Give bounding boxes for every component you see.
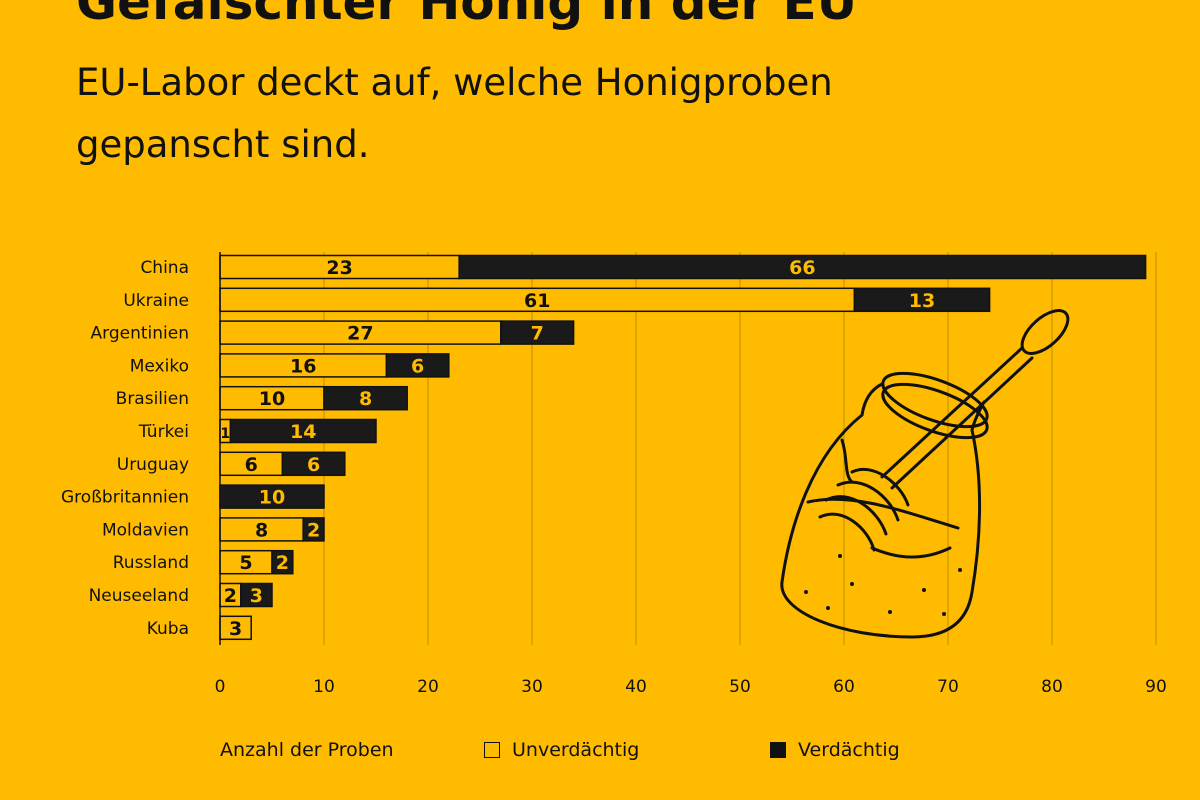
data-label-suspicious: 6 <box>307 454 320 476</box>
honey-jar-with-dipper-icon <box>780 309 1070 639</box>
data-label-unsuspicious: 8 <box>255 519 268 541</box>
category-label: Brasilien <box>116 389 189 409</box>
data-label-suspicious: 66 <box>789 257 815 279</box>
data-label-suspicious: 3 <box>250 585 263 607</box>
category-label: Großbritannien <box>61 488 189 508</box>
data-label-unsuspicious: 1 <box>220 426 230 442</box>
data-label-suspicious: 7 <box>531 323 544 345</box>
legend-item-unsuspicious: Unverdächtig <box>484 737 639 763</box>
bar-suspicious <box>229 418 377 444</box>
bar-suspicious <box>853 287 991 313</box>
x-tick-label: 10 <box>313 677 335 697</box>
data-label-unsuspicious: 3 <box>229 618 242 640</box>
category-label: China <box>140 258 189 278</box>
legend-label-unsuspicious: Unverdächtig <box>512 739 640 761</box>
x-tick-label: 50 <box>729 677 751 697</box>
category-label: Argentinien <box>91 324 189 344</box>
bar-suspicious <box>458 254 1147 280</box>
data-label-unsuspicious: 5 <box>239 552 252 574</box>
bar-suspicious <box>385 353 450 378</box>
category-label: Neuseeland <box>89 586 189 606</box>
category-label: Uruguay <box>117 455 189 475</box>
legend-swatch-suspicious <box>770 742 786 758</box>
data-label-unsuspicious: 27 <box>347 323 373 345</box>
x-tick-label: 20 <box>417 677 439 697</box>
chart-subtitle: EU-Labor deckt auf, welche Honigproben g… <box>76 61 833 166</box>
data-label-unsuspicious: 61 <box>524 290 550 312</box>
x-tick-label: 0 <box>215 677 226 697</box>
x-tick-label: 60 <box>833 677 855 697</box>
x-tick-label: 80 <box>1041 677 1063 697</box>
x-tick-label: 70 <box>937 677 959 697</box>
data-label-suspicious: 2 <box>276 552 289 574</box>
data-label-suspicious: 2 <box>307 519 320 541</box>
data-label-unsuspicious: 10 <box>259 388 285 410</box>
bar-suspicious <box>323 385 408 411</box>
gridlines <box>323 252 1157 645</box>
data-label-unsuspicious: 16 <box>290 355 316 377</box>
x-tick-label: 40 <box>625 677 647 697</box>
bar-suspicious <box>271 549 294 575</box>
x-tick-label: 90 <box>1145 677 1167 697</box>
chart-title: Gefälschter Honig in der EU <box>76 0 858 31</box>
legend-label-suspicious: Verdächtig <box>798 739 900 761</box>
category-label: Kuba <box>147 619 189 639</box>
category-label: Ukraine <box>123 291 189 311</box>
bar-suspicious <box>500 320 575 345</box>
data-label-suspicious: 8 <box>359 388 372 410</box>
x-tick-label: 30 <box>521 677 543 697</box>
bar-suspicious <box>240 582 273 608</box>
data-label-suspicious: 10 <box>259 487 285 509</box>
data-label-unsuspicious: 2 <box>224 585 237 607</box>
legend-item-suspicious: Verdächtig <box>770 737 900 763</box>
category-label: Russland <box>113 553 189 573</box>
bar-suspicious <box>302 517 325 542</box>
bar-suspicious <box>281 451 346 477</box>
data-label-suspicious: 13 <box>909 290 935 312</box>
data-label-suspicious: 14 <box>290 421 316 443</box>
x-axis-label: Anzahl der Proben <box>220 739 394 761</box>
category-label: Moldavien <box>102 520 189 540</box>
category-label: Türkei <box>138 422 189 442</box>
legend-swatch-unsuspicious <box>484 742 500 758</box>
category-label: Mexiko <box>130 356 189 376</box>
data-label-unsuspicious: 6 <box>245 454 258 476</box>
x-axis: 0 10 20 30 40 50 60 70 80 90 <box>215 252 1167 697</box>
data-label-suspicious: 6 <box>411 355 424 377</box>
data-label-unsuspicious: 23 <box>326 257 352 279</box>
